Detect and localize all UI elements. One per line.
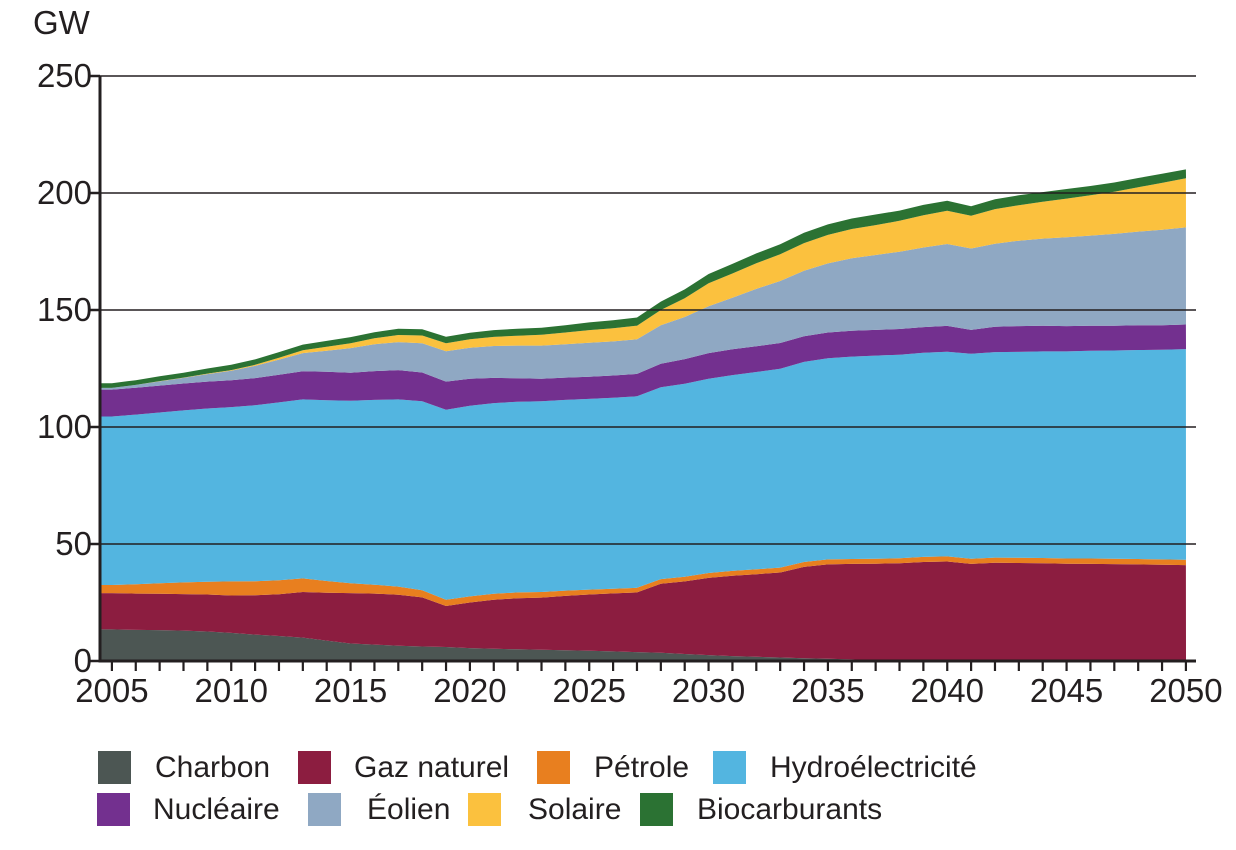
legend-label-petrole: Pétrole — [594, 751, 690, 784]
y-axis-label-0: 0 — [74, 642, 92, 679]
area-biocarburants — [100, 169, 1186, 388]
x-axis-label-2020: 2020 — [433, 672, 506, 709]
x-axis-label-2015: 2015 — [314, 672, 387, 709]
legend-swatch-gaz-naturel — [298, 751, 331, 784]
legend-label-eolien: Éolien — [367, 793, 451, 826]
legend-swatch-hydroelectricite — [713, 751, 746, 784]
area-petrole — [100, 556, 1186, 606]
legend-swatch-petrole — [537, 751, 570, 784]
x-axis-label-2035: 2035 — [791, 672, 864, 709]
legend-label-nucleaire: Nucléaire — [153, 793, 280, 826]
legend-swatch-eolien — [308, 793, 341, 826]
y-axis-label-100: 100 — [37, 408, 92, 445]
legend-label-charbon: Charbon — [155, 751, 271, 784]
area-charbon — [100, 629, 1186, 661]
x-axis-label-2010: 2010 — [195, 672, 268, 709]
y-axis-label-250: 250 — [37, 57, 92, 94]
y-axis-label-50: 50 — [55, 525, 92, 562]
x-axis-label-2030: 2030 — [672, 672, 745, 709]
x-axis-label-2045: 2045 — [1030, 672, 1103, 709]
legend-swatch-biocarburants — [640, 793, 673, 826]
legend-swatch-charbon — [98, 751, 131, 784]
area-solaire — [100, 178, 1186, 388]
y-axis-label-200: 200 — [37, 174, 92, 211]
x-axis-label-2005: 2005 — [75, 672, 148, 709]
legend-label-hydroelectricite: Hydroélectricité — [770, 751, 977, 784]
area-eolien — [100, 227, 1186, 390]
area-nucleaire — [100, 324, 1186, 417]
x-axis-label-2050: 2050 — [1149, 672, 1222, 709]
y-axis-unit-label: GW — [33, 4, 91, 41]
area-hydroelectricite — [100, 349, 1186, 600]
legend-swatch-nucleaire — [97, 793, 130, 826]
legend-label-biocarburants: Biocarburants — [697, 793, 883, 826]
x-axis-label-2025: 2025 — [553, 672, 626, 709]
legend-label-gaz-naturel: Gaz naturel — [354, 751, 510, 784]
x-axis-label-2040: 2040 — [911, 672, 984, 709]
y-axis-label-150: 150 — [37, 291, 92, 328]
legend-label-solaire: Solaire — [528, 793, 622, 826]
legend-swatch-solaire — [468, 793, 501, 826]
area-gaz-naturel — [100, 561, 1186, 661]
